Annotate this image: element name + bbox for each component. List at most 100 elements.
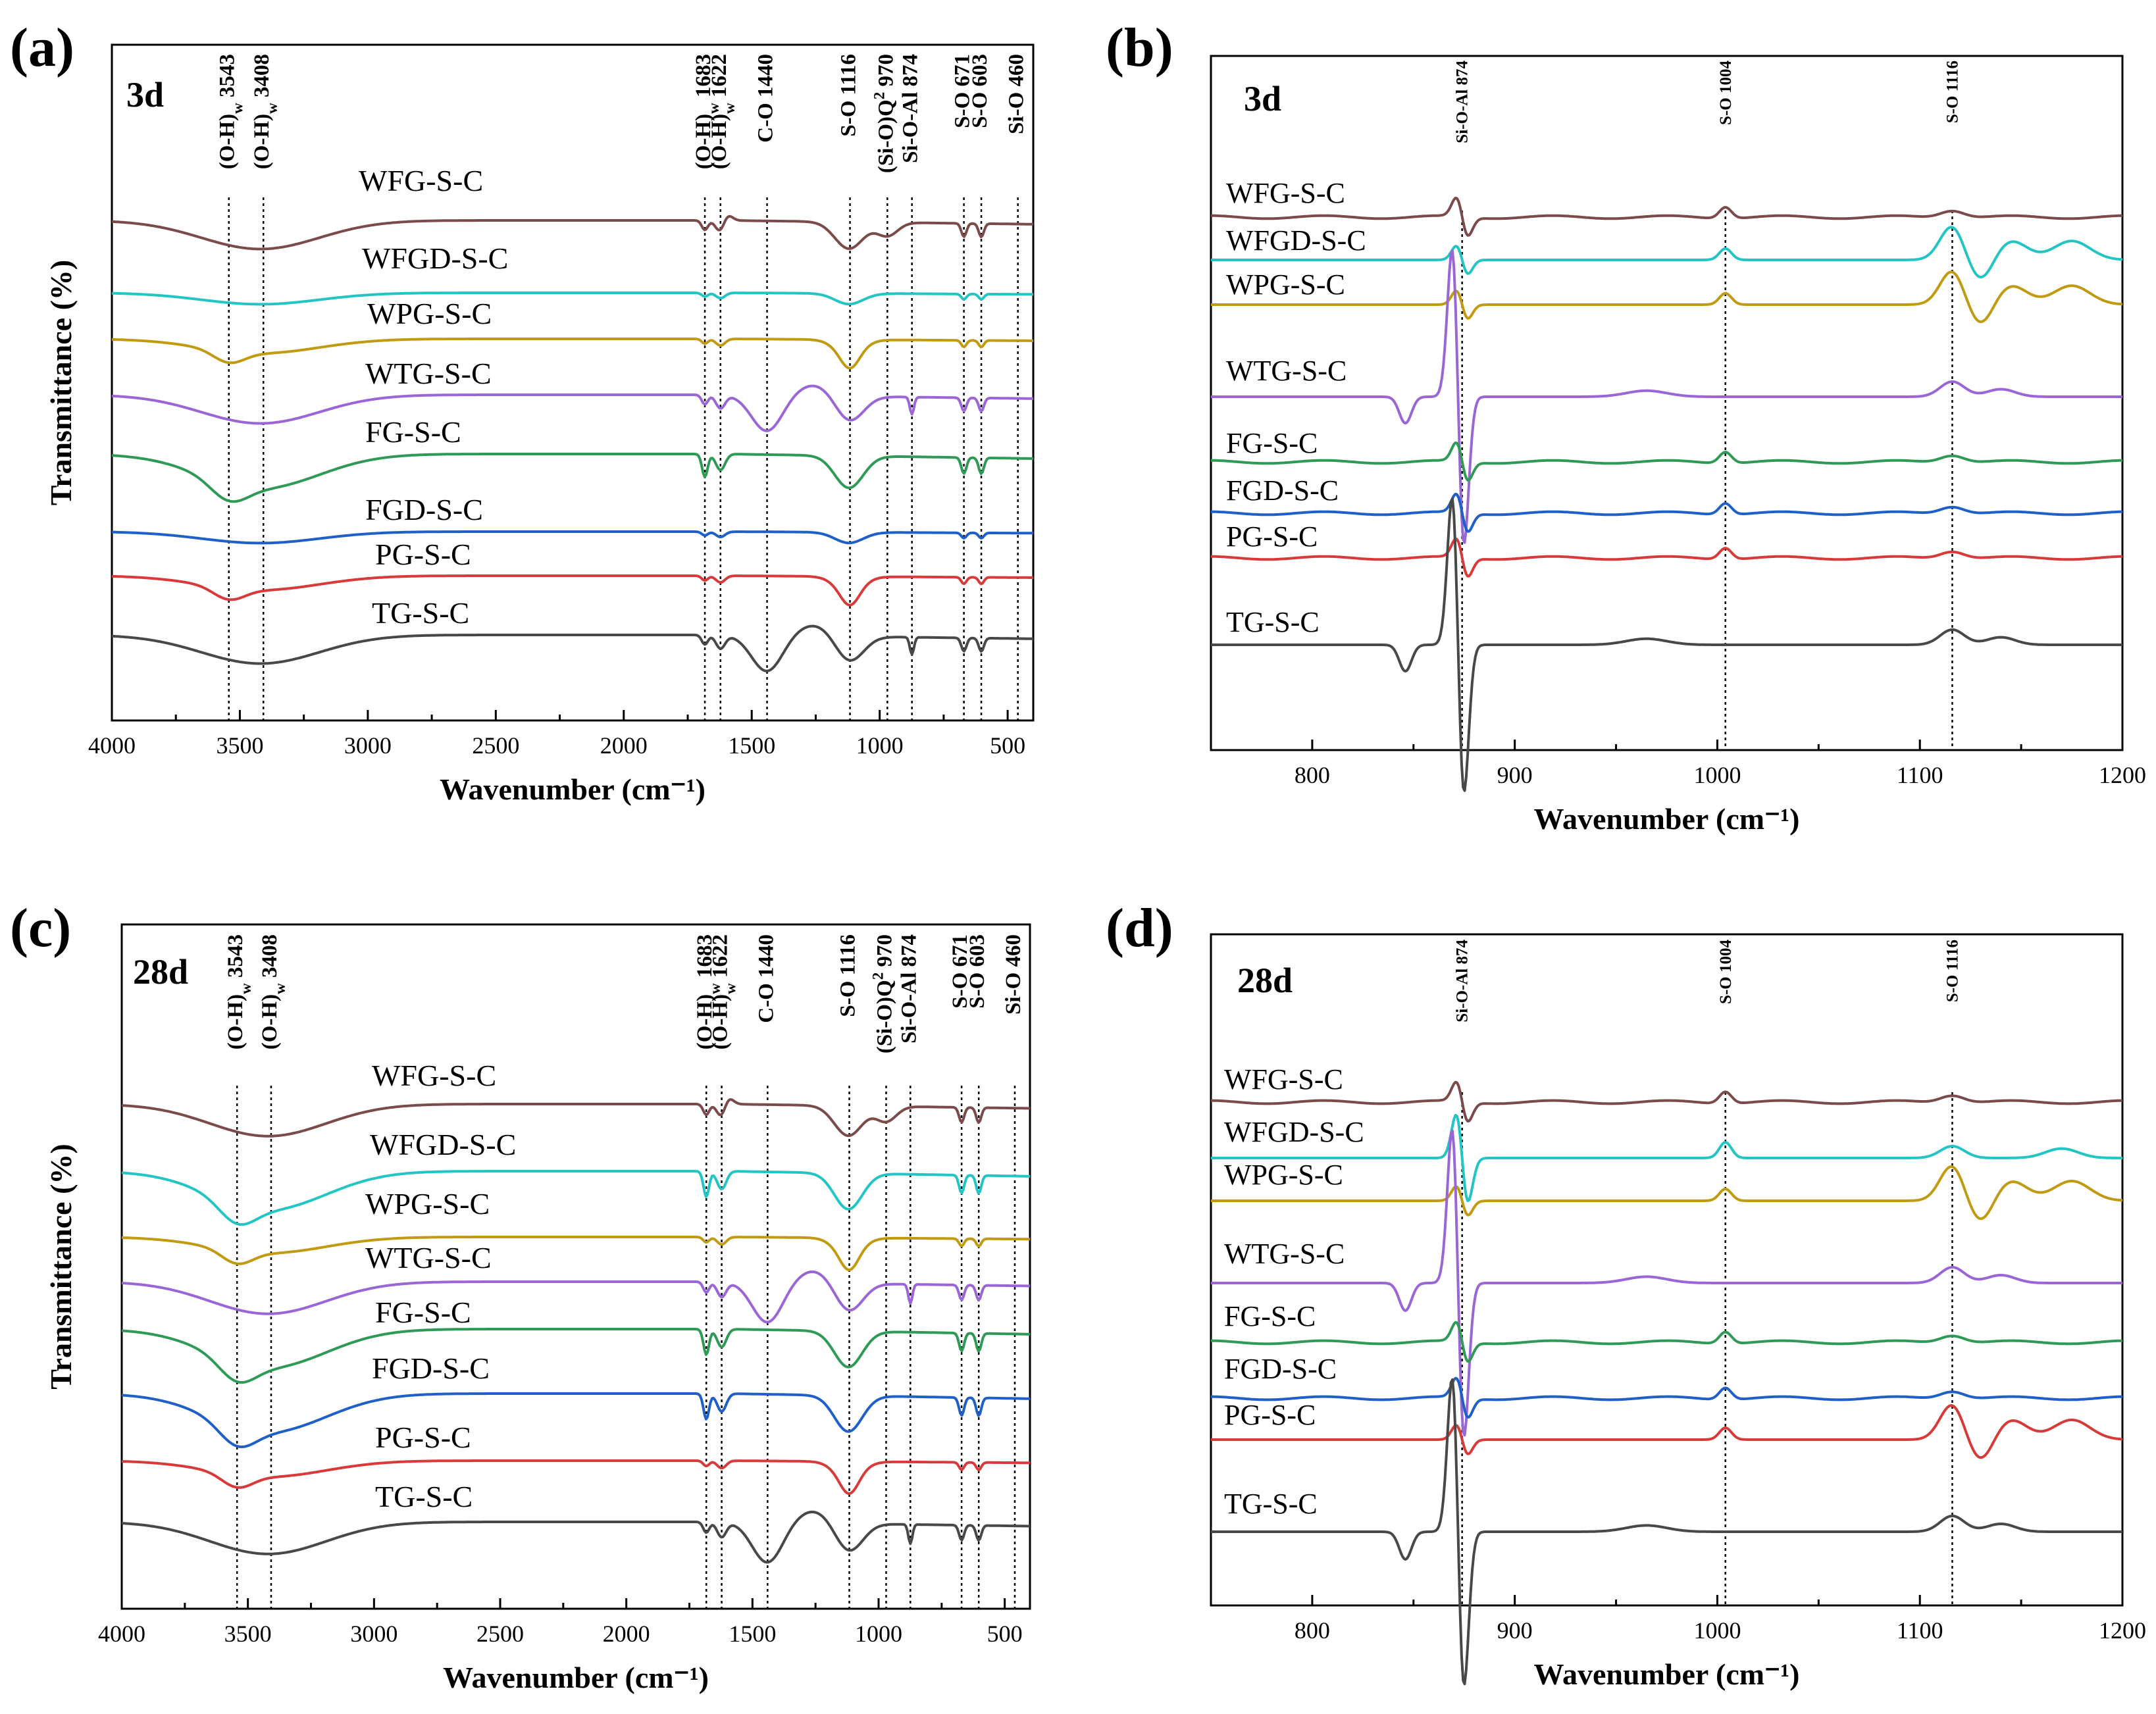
series-label-pg-s-c: PG-S-C: [375, 1421, 471, 1454]
x-tick-label: 4000: [98, 1621, 145, 1647]
x-tick-label: 2000: [600, 732, 648, 759]
x-tick-label: 500: [987, 1621, 1023, 1647]
series-line-pg-s-c: [111, 574, 1033, 607]
series-label-tg-s-c: TG-S-C: [375, 1480, 473, 1513]
series-label-pg-s-c: PG-S-C: [1224, 1399, 1316, 1431]
series-line-wfg-s-c: [121, 1098, 1030, 1138]
series-line-fg-s-c: [111, 453, 1034, 503]
series-line-pg-s-c: [121, 1459, 1031, 1495]
x-tick-label: 3000: [350, 1621, 398, 1647]
x-tick-label: 3500: [224, 1621, 272, 1647]
series-line-fgd-s-c: [121, 1392, 1030, 1448]
y-axis-title: Transmittance (%): [44, 260, 78, 505]
y-axis-title: Transmittance (%): [44, 1144, 78, 1389]
series-line-fgd-s-c: [111, 530, 1033, 545]
series-label-wtg-s-c: WTG-S-C: [1226, 355, 1347, 387]
series-label-wfg-s-c: WFG-S-C: [359, 164, 483, 197]
peak-annotation: Si-O-Al 874: [899, 54, 923, 163]
series-label-fg-s-c: FG-S-C: [375, 1296, 471, 1329]
x-tick-label: 2500: [476, 1621, 524, 1647]
x-axis-title: Wavenumber (cm⁻¹): [1534, 802, 1800, 836]
peak-annotation: (O-H)w 1683: [693, 934, 723, 1049]
peak-annotation: Si-O 460: [1002, 934, 1025, 1015]
series-line-wpg-s-c: [1211, 270, 2123, 324]
peak-annotation: S-O 1004: [1717, 61, 1735, 125]
series-label-wfgd-s-c: WFGD-S-C: [1226, 224, 1366, 257]
peak-annotation: Si-O 460: [1005, 54, 1029, 134]
series-line-wtg-s-c: [111, 384, 1033, 432]
peak-annotation: C-O 1440: [754, 934, 778, 1023]
x-tick-label: 4000: [88, 732, 136, 759]
x-tick-label: 3500: [216, 732, 263, 759]
peak-annotation: S-O 671: [951, 54, 975, 128]
panel-label: (c): [10, 897, 71, 959]
series-line-fg-s-c: [121, 1328, 1030, 1384]
x-tick-label: 1200: [2099, 1617, 2146, 1644]
peak-annotation: S-O 1116: [836, 934, 860, 1017]
peak-annotation: (O-H)w 3408: [258, 934, 288, 1049]
panel-label: (b): [1106, 17, 1173, 78]
series-label-wpg-s-c: WPG-S-C: [367, 297, 492, 330]
series-line-wfgd-s-c: [111, 291, 1033, 306]
peak-annotation: S-O 1116: [1943, 940, 1961, 1002]
series-line-tg-s-c: [1211, 1378, 2122, 1686]
series-line-fg-s-c: [1211, 1321, 2123, 1363]
series-label-wfgd-s-c: WFGD-S-C: [1224, 1116, 1364, 1148]
series-line-wtg-s-c: [1211, 249, 2122, 544]
series-label-fgd-s-c: FGD-S-C: [372, 1351, 490, 1385]
peak-annotation: Si-O-Al 874: [1454, 940, 1472, 1022]
series-label-tg-s-c: TG-S-C: [1224, 1488, 1318, 1520]
series-line-fg-s-c: [1211, 441, 2123, 482]
series-line-wtg-s-c: [121, 1270, 1030, 1324]
plot-frame: [1210, 55, 2124, 751]
series-line-wpg-s-c: [1211, 1165, 2123, 1221]
plot-frame: [111, 43, 1035, 722]
x-axis-title: Wavenumber (cm⁻¹): [440, 772, 706, 806]
series-label-fg-s-c: FG-S-C: [365, 415, 461, 449]
x-tick-label: 1000: [855, 1621, 902, 1647]
peak-annotation: S-O 603: [968, 54, 992, 128]
series-line-tg-s-c: [111, 624, 1033, 672]
series-label-wfg-s-c: WFG-S-C: [372, 1059, 496, 1092]
peak-annotation: C-O 1440: [754, 54, 778, 143]
series-line-wpg-s-c: [111, 338, 1033, 370]
panel-b: (b) 3d 800 900 1000 1100 1200 Wavenumber (cm⁻¹)…: [1106, 17, 2146, 836]
peak-annotation: (O-H)w 1622: [709, 934, 739, 1049]
series-label-fgd-s-c: FGD-S-C: [365, 493, 483, 526]
x-tick-label: 500: [990, 732, 1025, 759]
peak-annotation: (O-H)w 3543: [216, 54, 246, 169]
series-line-fgd-s-c: [1211, 1376, 2123, 1419]
series-line-tg-s-c: [1211, 497, 2122, 792]
series-label-tg-s-c: TG-S-C: [372, 596, 469, 630]
series-label-wtg-s-c: WTG-S-C: [365, 357, 492, 390]
series-label-wpg-s-c: WPG-S-C: [365, 1187, 490, 1221]
x-tick-label: 1200: [2099, 762, 2146, 788]
x-tick-label: 1100: [1897, 1617, 1943, 1644]
series-label-wpg-s-c: WPG-S-C: [1224, 1159, 1343, 1191]
x-tick-label: 1000: [856, 732, 904, 759]
series-label-wpg-s-c: WPG-S-C: [1226, 268, 1345, 301]
series-label-tg-s-c: TG-S-C: [1226, 606, 1320, 638]
curing-age-label: 28d: [1237, 961, 1293, 1000]
x-tick-label: 900: [1497, 1617, 1533, 1644]
series-label-pg-s-c: PG-S-C: [1226, 520, 1318, 553]
x-tick-label: 800: [1295, 762, 1330, 788]
x-tick-label: 900: [1497, 762, 1533, 788]
peak-annotation: (O-H)w 3408: [250, 54, 280, 169]
peak-annotation: Si-O-Al 874: [1454, 61, 1472, 143]
peak-annotation: (Si-O)Q2 970: [869, 934, 897, 1053]
curing-age-label: 28d: [133, 952, 188, 992]
panel-a: (a) 3d 4000 3500 3000 2500 2000 1500 1000 500 Wave…: [10, 17, 1035, 806]
panel-label: (d): [1106, 897, 1173, 959]
x-tick-label: 800: [1295, 1617, 1330, 1644]
series-line-fgd-s-c: [1211, 492, 2123, 533]
plot-frame: [1210, 933, 2124, 1607]
x-tick-label: 1500: [728, 732, 775, 759]
series-line-wtg-s-c: [1211, 1129, 2122, 1437]
x-tick-label: 2000: [603, 1621, 650, 1647]
peak-annotation: S-O 1116: [837, 54, 861, 137]
series-label-fgd-s-c: FGD-S-C: [1226, 474, 1339, 507]
series-line-wfgd-s-c: [1211, 226, 2123, 279]
series-line-tg-s-c: [121, 1510, 1030, 1564]
